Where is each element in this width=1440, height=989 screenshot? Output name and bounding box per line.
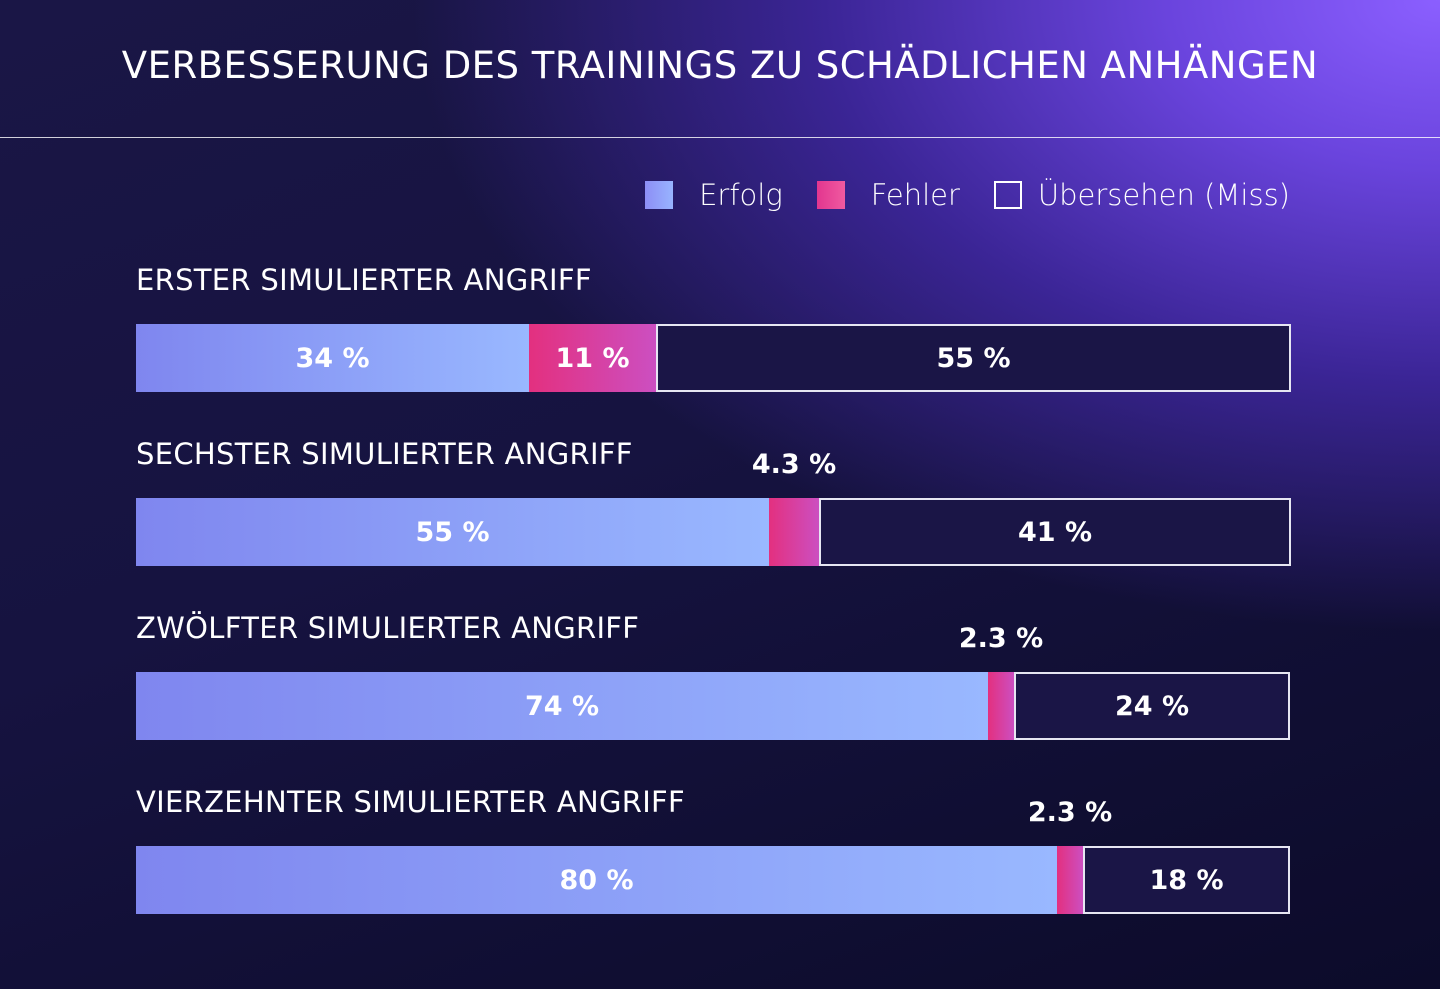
title-divider <box>0 137 1440 138</box>
value-label-error-1: 11 % <box>555 342 630 374</box>
category-label-1: ERSTER SIMULIERTER ANGRIFF <box>136 263 592 297</box>
bar-segment-success-2: 55 % <box>136 498 769 566</box>
chart-title: VERBESSERUNG DES TRAININGS ZU SCHÄDLICHE… <box>121 44 1319 87</box>
legend-item-miss: Übersehen (Miss) <box>993 178 1290 212</box>
value-label-miss-1: 55 % <box>936 342 1011 374</box>
bar-segment-miss-1: 55 % <box>656 324 1291 392</box>
bar-segment-error-3 <box>988 672 1014 740</box>
bar-segment-miss-4: 18 % <box>1083 846 1290 914</box>
bar-segment-success-4: 80 % <box>136 846 1057 914</box>
category-label-2: SECHSTER SIMULIERTER ANGRIFF <box>136 437 633 471</box>
bar-segment-success-3: 74 % <box>136 672 988 740</box>
bar-segment-error-4 <box>1057 846 1083 914</box>
legend-item-success: Erfolg <box>645 178 783 212</box>
legend-label-success: Erfolg <box>699 178 783 212</box>
legend-item-error: Fehler <box>816 178 960 212</box>
bar-segment-error-1: 11 % <box>529 324 656 392</box>
legend-swatch-error <box>816 181 845 209</box>
category-label-3: ZWÖLFTER SIMULIERTER ANGRIFF <box>136 611 640 645</box>
bar-segment-success-1: 34 % <box>136 324 529 392</box>
value-label-success-1: 34 % <box>295 342 370 374</box>
value-label-success-2: 55 % <box>415 516 490 548</box>
bar-row-2: 55 % 41 % <box>136 498 1291 566</box>
value-label-success-3: 74 % <box>524 690 600 722</box>
bar-row-4: 80 % 18 % <box>136 846 1291 914</box>
legend: Erfolg Fehler Übersehen (Miss) <box>645 178 1290 212</box>
value-label-miss-3: 24 % <box>1114 690 1190 722</box>
legend-label-miss: Übersehen (Miss) <box>1037 178 1290 212</box>
bar-row-3: 74 % 24 % <box>136 672 1291 740</box>
value-label-miss-4: 18 % <box>1149 864 1224 896</box>
value-label-miss-2: 41 % <box>1017 516 1093 548</box>
legend-swatch-miss <box>993 181 1022 209</box>
legend-swatch-success <box>645 181 674 209</box>
bar-row-1: 34 % 11 % 55 % <box>136 324 1291 392</box>
bar-segment-error-2 <box>769 498 819 566</box>
value-label-error-outside-3: 2.3 % <box>958 623 1044 654</box>
value-label-error-outside-4: 2.3 % <box>1027 797 1113 828</box>
value-label-error-outside-2: 4.3 % <box>751 449 837 480</box>
value-label-success-4: 80 % <box>559 864 634 896</box>
bar-segment-miss-3: 24 % <box>1014 672 1290 740</box>
bar-segment-miss-2: 41 % <box>819 498 1291 566</box>
category-label-4: VIERZEHNTER SIMULIERTER ANGRIFF <box>136 785 686 819</box>
legend-label-error: Fehler <box>870 178 960 212</box>
